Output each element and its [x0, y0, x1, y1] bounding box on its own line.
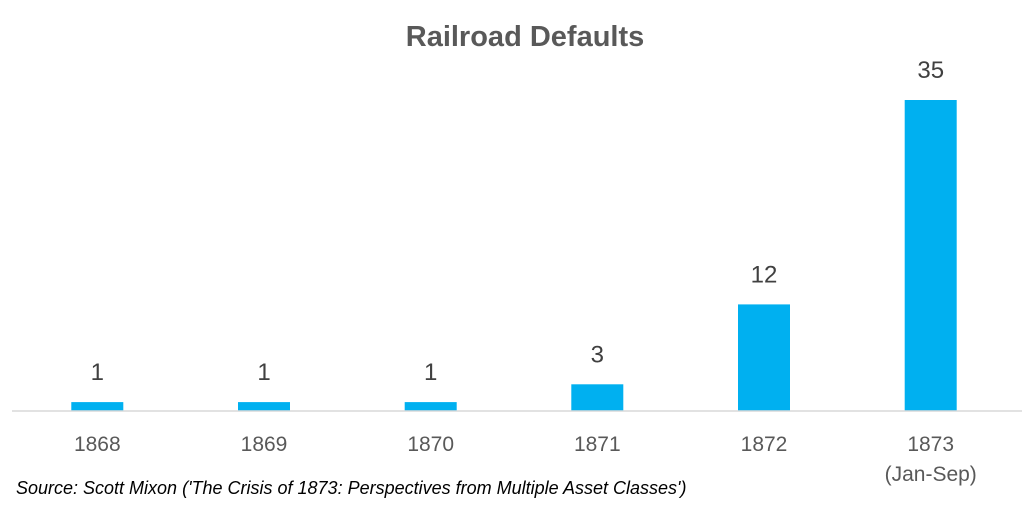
x-tick-labels-layer: 1868 1869 1870 1871 1872 1873 (Jan-Sep) — [74, 433, 977, 486]
bar-1871 — [571, 384, 624, 411]
x-tick-label-1871: 1871 — [574, 433, 621, 456]
source-note: Source: Scott Mixon ('The Crisis of 1873… — [16, 478, 687, 498]
bar-1869 — [238, 402, 290, 411]
bar-1870 — [404, 402, 457, 411]
x-tick-label-1873: 1873 (Jan-Sep) — [885, 433, 977, 486]
bar-1868 — [71, 402, 124, 411]
chart-title: Railroad Defaults — [406, 21, 645, 53]
x-tick-label-1872: 1872 — [741, 433, 788, 456]
x-tick-label-1868: 1868 — [74, 433, 121, 456]
data-label-1868: 1 — [91, 359, 104, 386]
data-label-1869: 1 — [257, 359, 270, 386]
bar-1873 — [904, 100, 957, 411]
x-tick-label-1869: 1869 — [241, 433, 288, 456]
bar-1872 — [738, 304, 790, 411]
data-label-1873: 35 — [917, 57, 944, 84]
data-label-1870: 1 — [424, 359, 437, 386]
data-labels-layer: 1 1 1 3 12 35 — [91, 57, 944, 386]
data-label-1871: 3 — [591, 341, 604, 368]
data-label-1872: 12 — [751, 261, 778, 288]
bars-layer — [71, 100, 957, 411]
x-tick-label-1870: 1870 — [407, 433, 454, 456]
